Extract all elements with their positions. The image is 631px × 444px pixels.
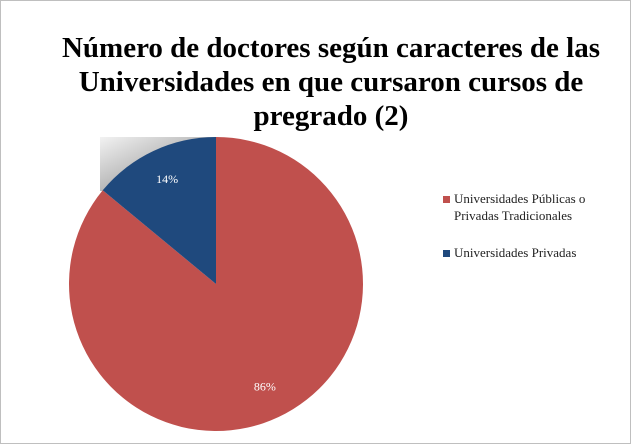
legend-line: Privadas Tradicionales	[454, 208, 572, 223]
pie-slice	[102, 137, 216, 284]
legend-label: Universidades Públicas o Privadas Tradici…	[454, 191, 585, 223]
legend-line: Universidades Públicas o	[454, 191, 585, 206]
legend-swatch	[443, 250, 450, 257]
pie-slice	[69, 137, 364, 431]
chart-title: Número de doctores según caracteres de l…	[61, 32, 600, 132]
legend-label: Universidades Privadas	[454, 245, 576, 260]
legend-swatch	[443, 196, 450, 203]
legend-line: Universidades Privadas	[454, 245, 576, 260]
data-label: 86%	[254, 379, 276, 393]
data-label: 14%	[156, 172, 178, 186]
